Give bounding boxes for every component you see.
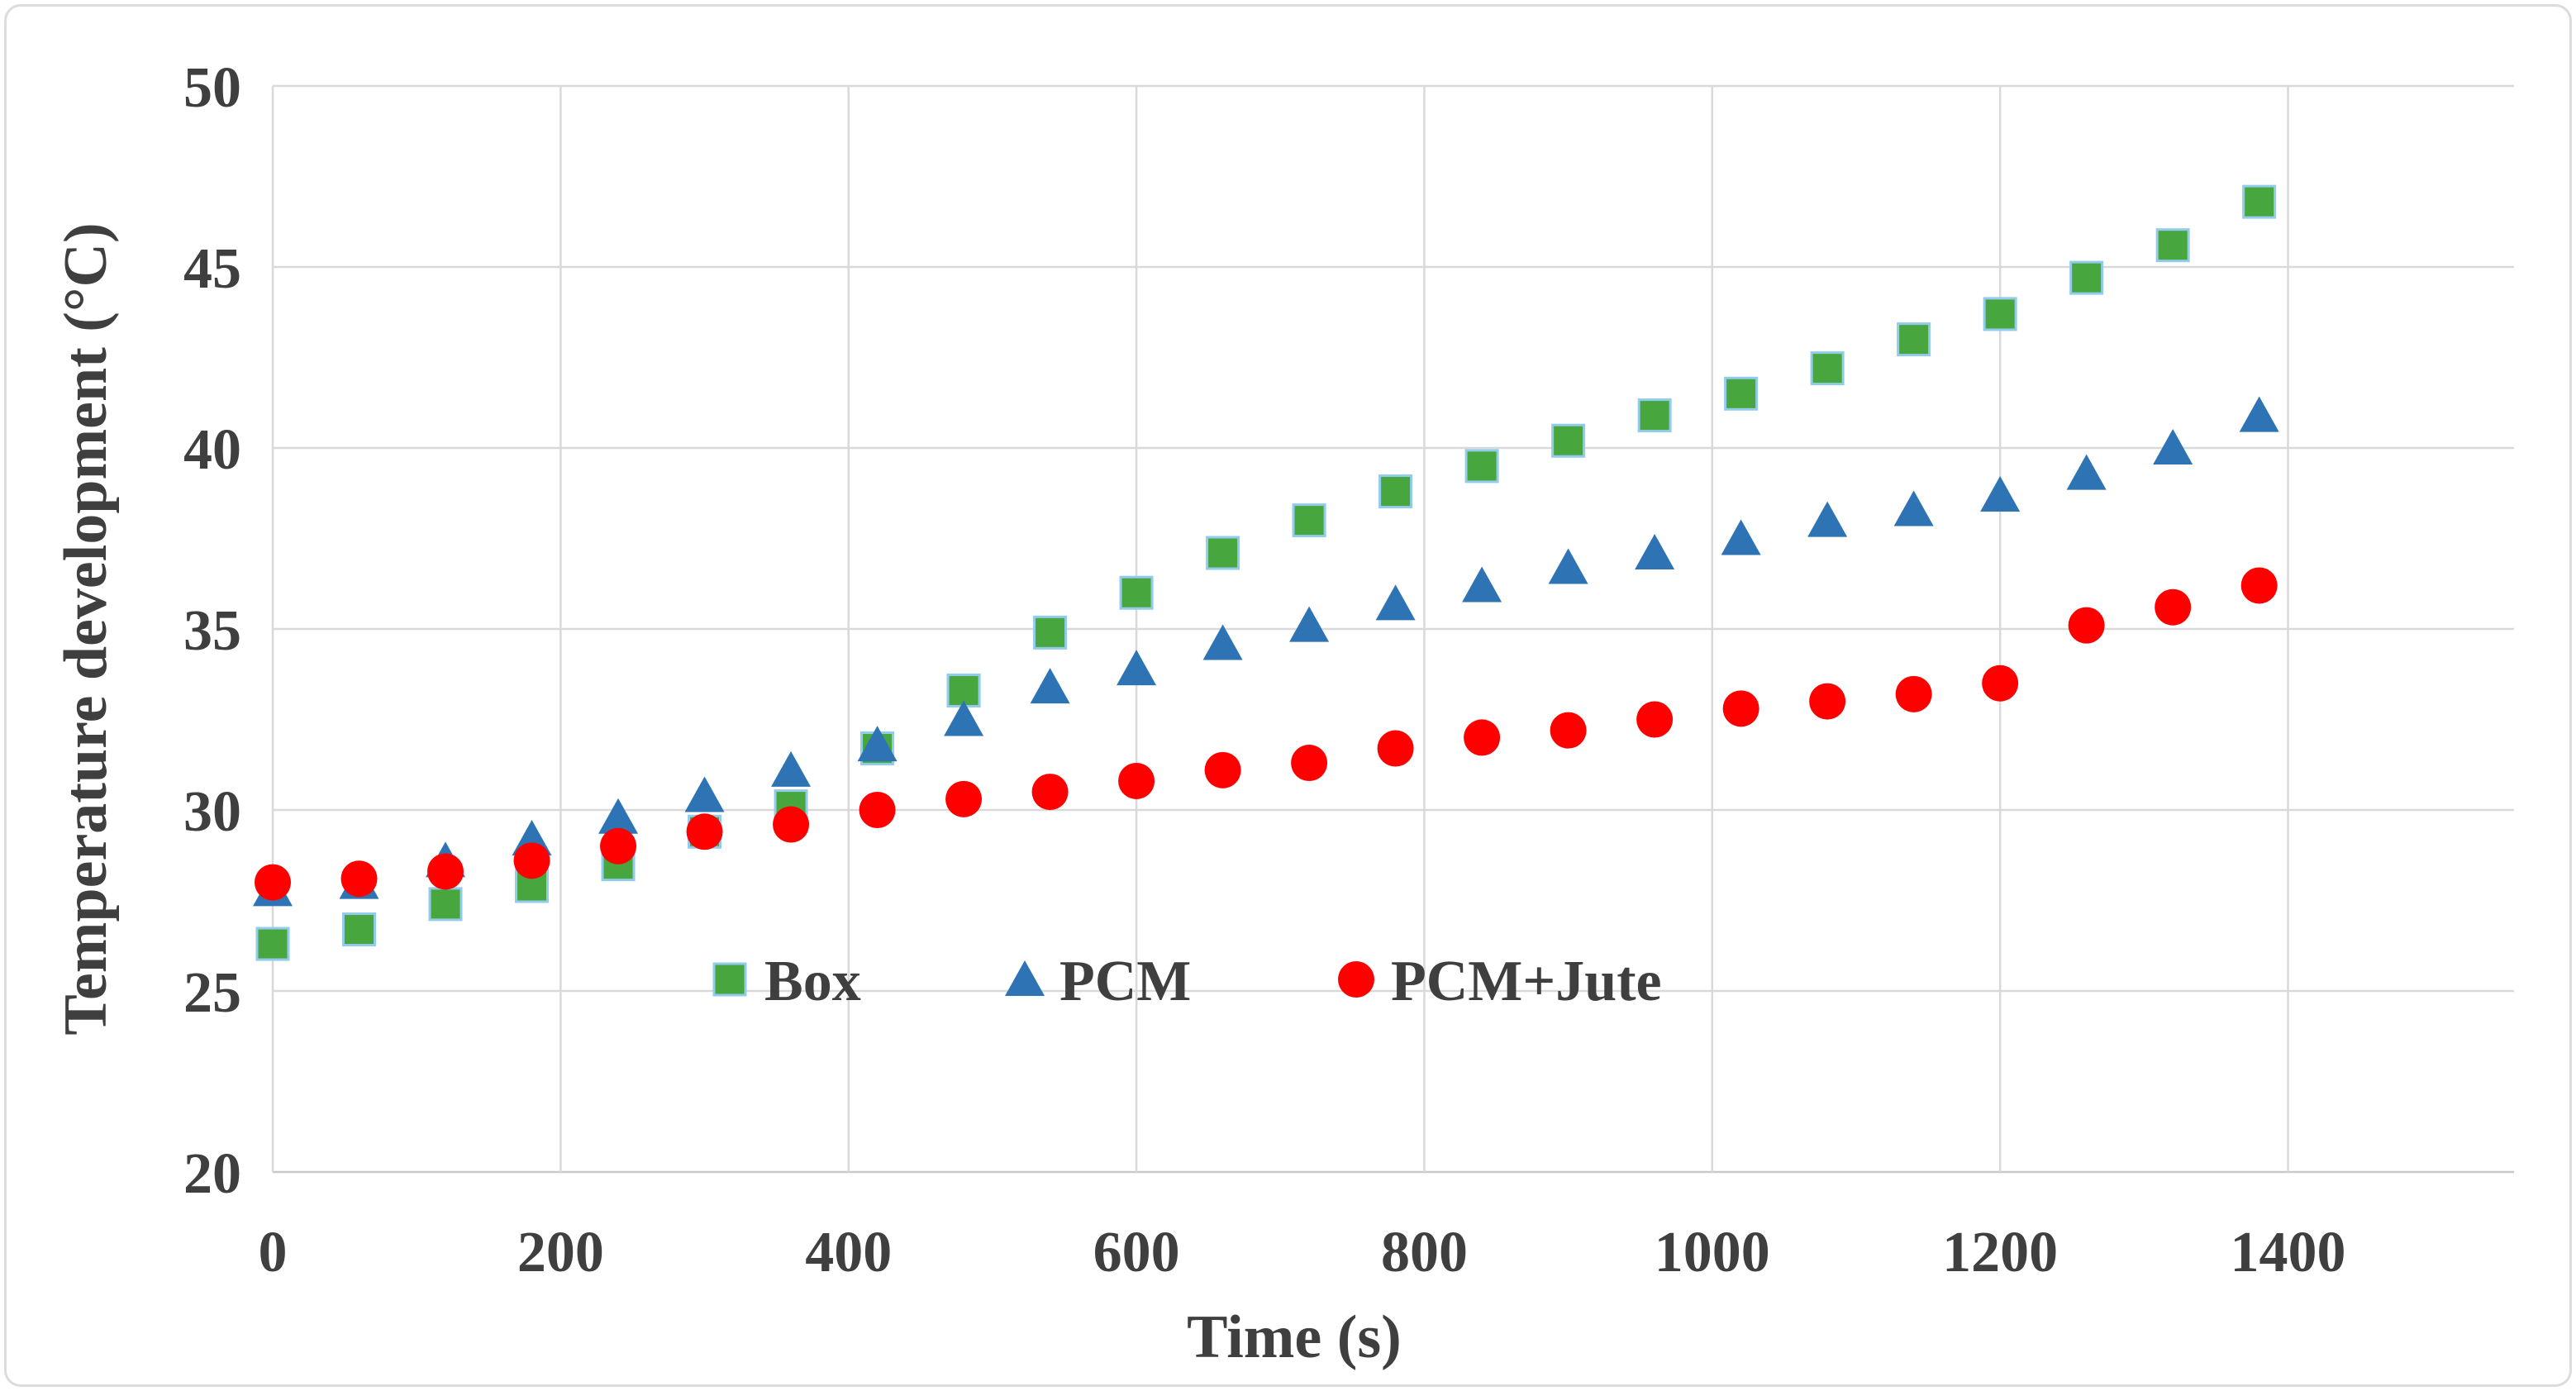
y-tick-label: 30 <box>183 780 241 844</box>
data-point-pcm <box>944 700 984 736</box>
x-tick-label: 600 <box>1093 1221 1180 1284</box>
x-tick-label: 1400 <box>2231 1221 2346 1284</box>
data-point-box <box>2155 228 2190 263</box>
x-tick-label: 1200 <box>1942 1221 2058 1284</box>
data-point-box <box>1119 575 1154 610</box>
data-point-pcm-jute <box>1204 751 1241 788</box>
data-point-pcm-jute <box>1377 730 1414 767</box>
legend-marker-pcm <box>1005 960 1045 996</box>
legend-item-box: Box <box>712 950 861 1013</box>
data-point-pcm <box>1807 501 1848 537</box>
data-point-box <box>2069 260 2104 295</box>
data-point-pcm-jute <box>1464 719 1501 756</box>
legend: Box PCM PCM+Jute <box>712 950 1662 1013</box>
data-point-pcm <box>1375 584 1416 621</box>
grid-layer <box>271 84 2514 1174</box>
data-point-pcm-jute <box>427 853 464 890</box>
data-point-pcm-jute <box>340 860 378 898</box>
data-point-pcm-jute <box>255 864 291 901</box>
data-point-pcm <box>1893 490 1934 526</box>
y-tick-label: 25 <box>183 961 241 1025</box>
x-tick-label: 400 <box>805 1221 892 1284</box>
data-point-pcm-jute <box>1550 712 1587 749</box>
data-point-pcm <box>2066 454 2107 490</box>
data-point-pcm <box>771 750 812 787</box>
tick-layer: 20 25 30 35 40 45 50 0 200 400 600 800 1000 1200 1400 <box>183 56 2346 1284</box>
x-tick-label: 800 <box>1381 1221 1468 1284</box>
data-point-box <box>1033 615 1068 650</box>
data-point-pcm-jute <box>600 827 637 865</box>
data-point-box <box>2242 184 2277 219</box>
data-point-pcm <box>1030 668 1070 704</box>
legend-item-pcm: PCM <box>1005 950 1191 1013</box>
y-tick-label: 20 <box>183 1142 241 1206</box>
data-point-box <box>1551 423 1586 458</box>
data-point-pcm <box>857 726 898 762</box>
data-point-pcm <box>1548 548 1588 584</box>
x-tick-label: 0 <box>259 1221 288 1284</box>
x-tick-label: 200 <box>517 1221 604 1284</box>
data-point-box <box>1810 351 1845 386</box>
data-point-pcm-jute <box>2240 567 2278 604</box>
data-point-pcm-jute <box>1895 675 1932 712</box>
data-point-pcm-jute <box>773 806 810 843</box>
data-point-pcm-jute <box>859 792 896 828</box>
data-point-pcm-jute <box>1809 683 1846 720</box>
data-point-pcm-jute <box>2068 607 2105 644</box>
data-point-pcm <box>1635 534 1675 570</box>
legend-label-pcm: PCM <box>1059 950 1191 1013</box>
data-point-pcm <box>2153 429 2193 464</box>
data-point-pcm <box>1289 606 1330 642</box>
data-point-box <box>428 887 463 922</box>
data-point-pcm-jute <box>945 780 983 817</box>
data-point-pcm <box>1117 650 1157 686</box>
data-point-pcm-jute <box>686 813 723 850</box>
data-point-box <box>255 927 290 961</box>
legend-item-pcm-jute: PCM+Jute <box>1338 950 1662 1013</box>
data-point-pcm <box>1721 519 1761 555</box>
data-point-box <box>1464 449 1499 484</box>
series-layer <box>253 184 2279 961</box>
data-point-pcm <box>684 776 725 812</box>
data-point-pcm-jute <box>2155 588 2192 626</box>
data-point-box <box>342 912 377 947</box>
y-tick-label: 40 <box>183 418 241 482</box>
data-point-pcm-jute <box>1722 690 1759 727</box>
data-point-box <box>1983 297 2017 331</box>
data-point-pcm <box>1202 624 1243 660</box>
data-point-pcm <box>598 798 639 834</box>
data-point-pcm-jute <box>513 842 550 879</box>
series-pcm-jute <box>255 567 2278 901</box>
data-point-pcm-jute <box>1118 762 1155 799</box>
data-point-pcm <box>1462 566 1502 603</box>
data-point-pcm-jute <box>1982 665 2019 702</box>
data-point-box <box>1292 503 1326 538</box>
data-point-pcm <box>2239 396 2279 432</box>
data-point-pcm-jute <box>1636 701 1674 738</box>
y-tick-label: 45 <box>183 237 241 301</box>
data-point-pcm-jute <box>1031 774 1069 811</box>
legend-label-box: Box <box>764 950 861 1013</box>
y-tick-label: 50 <box>183 56 241 120</box>
data-point-pcm-jute <box>1291 745 1328 782</box>
x-tick-label: 1000 <box>1655 1221 1770 1284</box>
series-pcm <box>253 396 2279 907</box>
data-point-box <box>1637 398 1672 433</box>
data-point-box <box>1897 322 1931 357</box>
data-point-box <box>1206 536 1240 570</box>
legend-marker-pcm-jute <box>1338 961 1374 998</box>
data-point-box <box>1724 376 1759 411</box>
legend-marker-box <box>712 962 747 997</box>
data-point-pcm <box>1980 475 2021 512</box>
y-axis-title: Temperature development (°C) <box>52 222 120 1035</box>
y-tick-label: 35 <box>183 599 241 663</box>
legend-label-pcm-jute: PCM+Jute <box>1391 950 1662 1013</box>
x-axis-title: Time (s) <box>1187 1303 1402 1371</box>
data-point-box <box>1378 474 1413 509</box>
